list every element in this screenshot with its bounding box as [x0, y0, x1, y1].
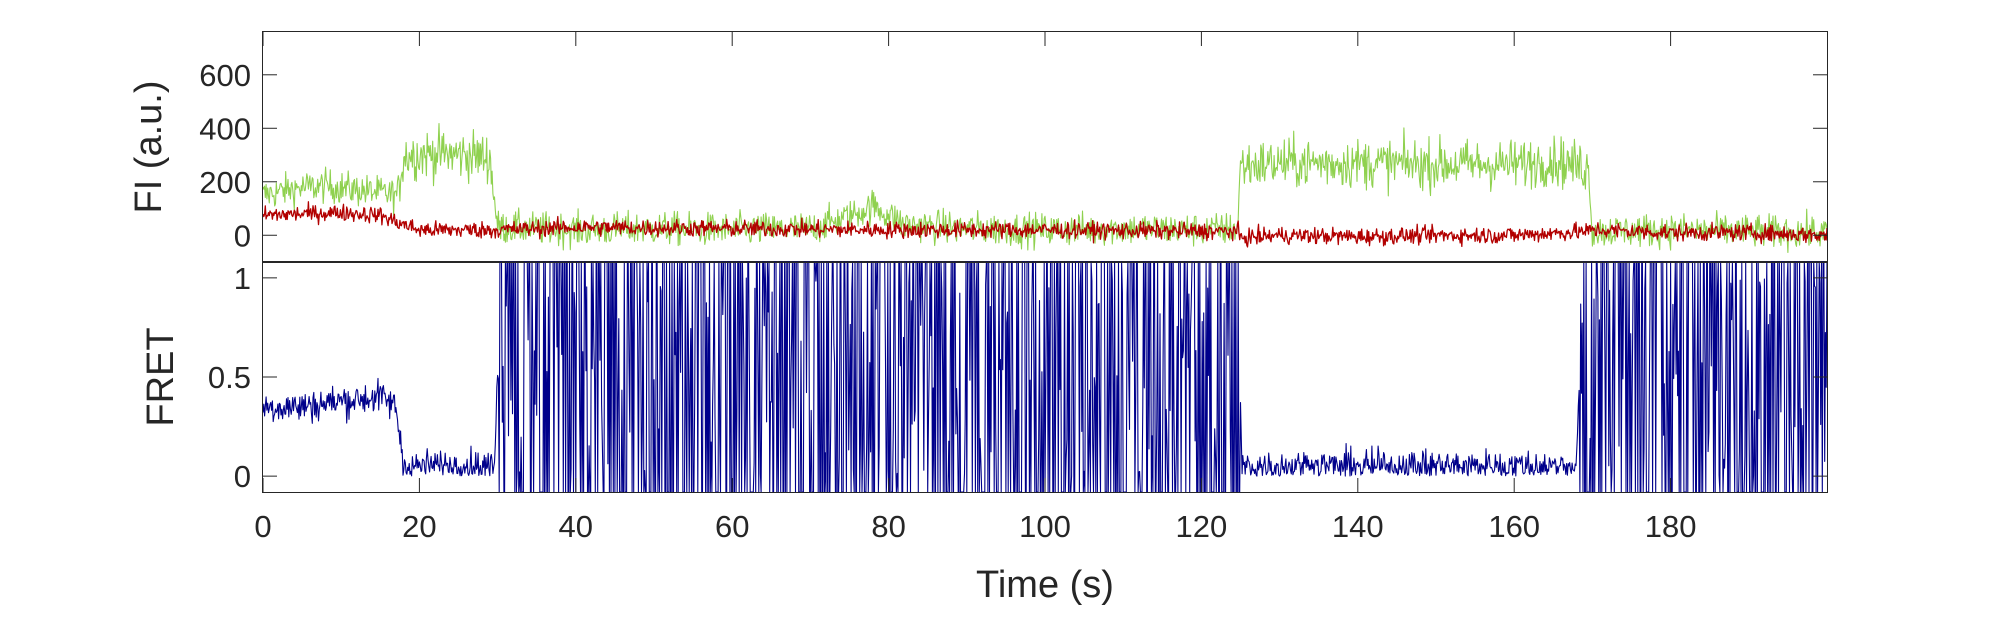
fluorescence-panel: 0 200 400 600 FI (a.u.)	[128, 31, 1828, 262]
fret-trace	[262, 261, 1828, 493]
x-tick-label: 100	[1019, 509, 1071, 544]
x-tick-label: 60	[715, 509, 749, 544]
y-tick-label: 1	[234, 261, 251, 296]
y-tick-label: 400	[199, 111, 251, 146]
x-tick-label: 180	[1645, 509, 1697, 544]
x-tick-label: 160	[1488, 509, 1540, 544]
time-x-ticks: 0 20 40 60 80 100 120 140 160 180	[254, 32, 1696, 544]
fret-traces	[262, 261, 1828, 493]
x-tick-label: 80	[871, 509, 905, 544]
y-tick-label: 600	[199, 58, 251, 93]
x-tick-label: 40	[559, 509, 593, 544]
y-tick-label: 200	[199, 165, 251, 200]
y-tick-label: 0	[234, 218, 251, 253]
donor-trace-green	[262, 123, 1828, 254]
x-tick-label: 20	[402, 509, 436, 544]
fluorescence-y-ticks: 0 200 400 600	[199, 58, 1827, 253]
fret-y-ticks: 00.51	[208, 261, 1827, 494]
x-tick-label: 120	[1176, 509, 1228, 544]
fluorescence-axes-frame	[262, 31, 1828, 262]
x-tick-label: 140	[1332, 509, 1384, 544]
y-tick-label: 0.5	[208, 360, 251, 395]
fret-axes-frame	[262, 262, 1828, 493]
fluorescence-y-axis-label: FI (a.u.)	[128, 80, 170, 213]
fluorescence-traces	[262, 123, 1828, 254]
x-tick-label: 0	[254, 509, 271, 544]
fret-y-axis-label: FRET	[140, 327, 182, 426]
time-x-axis-label: Time (s)	[976, 564, 1114, 606]
y-tick-label: 0	[234, 459, 251, 494]
acceptor-trace-red	[262, 201, 1828, 248]
fret-panel: 00.51 0 20 40 60 80 100 120 140 160 180 FRET Time…	[140, 32, 1828, 606]
